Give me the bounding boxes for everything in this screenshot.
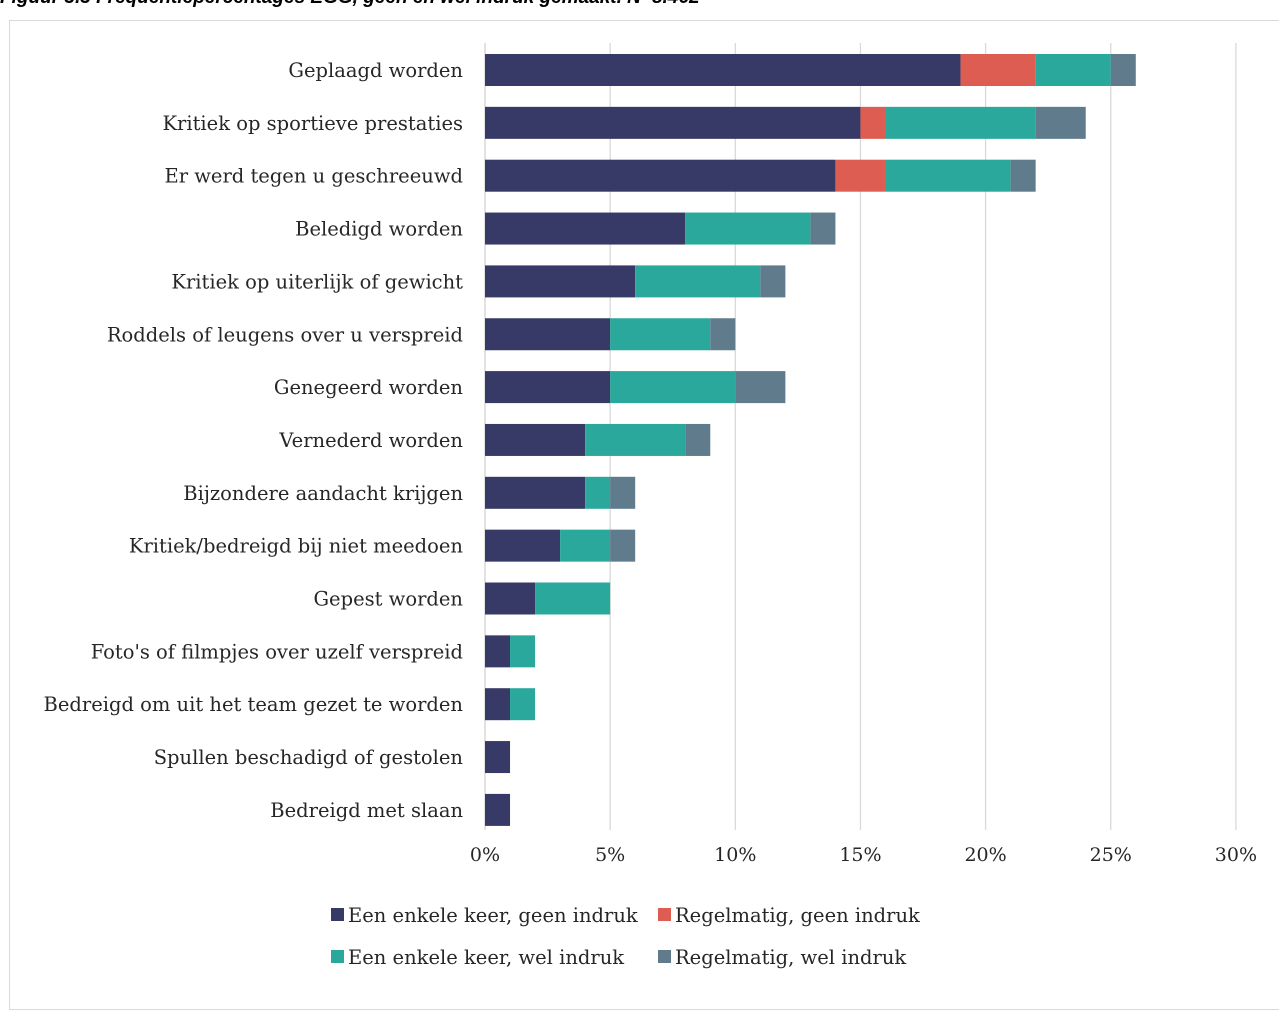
legend-item-4: Regelmatig, wel indruk [658, 946, 906, 969]
category-label: Beledigd worden [295, 218, 463, 241]
x-tick-label: 10% [714, 844, 756, 866]
category-label: Geplaagd worden [288, 59, 463, 82]
bar-13-series-1 [485, 688, 511, 721]
bar-8-series-4 [685, 423, 711, 456]
legend-swatch [658, 908, 671, 921]
bar-9-series-4 [610, 476, 636, 509]
bar-4-series-3 [685, 212, 811, 245]
bar-7-series-4 [735, 371, 786, 404]
bar-3-series-4 [1010, 159, 1036, 192]
bar-5-series-1 [485, 265, 636, 298]
bar-11-series-3 [535, 582, 611, 615]
bar-2-series-2 [860, 106, 886, 139]
bar-6-series-3 [610, 318, 711, 351]
bar-8-series-3 [585, 423, 686, 456]
legend-label: Een enkele keer, wel indruk [348, 946, 624, 969]
category-label: Er werd tegen u geschreeuwd [164, 165, 463, 188]
bars [485, 54, 1136, 826]
x-tick-label: 25% [1090, 844, 1132, 866]
bar-10-series-3 [560, 529, 611, 562]
bar-7-series-1 [485, 371, 611, 404]
bar-2-series-3 [885, 106, 1036, 139]
bar-3-series-1 [485, 159, 836, 192]
category-label: Kritiek op sportieve prestaties [162, 112, 463, 135]
legend-item-2: Regelmatig, geen indruk [658, 904, 920, 927]
category-label: Gepest worden [313, 588, 463, 611]
figure-title: Figuur 3.3 Frequentiepercentages EGG, ge… [0, 0, 700, 9]
bar-6-series-1 [485, 318, 611, 351]
bar-1-series-4 [1110, 54, 1136, 86]
bar-5-series-3 [635, 265, 761, 298]
bar-1-series-3 [1035, 54, 1111, 86]
bar-15-series-1 [485, 793, 511, 826]
x-tick-label: 30% [1215, 844, 1257, 866]
category-label: Genegeerd worden [274, 376, 464, 399]
bar-8-series-1 [485, 423, 586, 456]
bar-9-series-3 [585, 476, 611, 509]
stacked-bar-chart: Geplaagd worden Kritiek op sportieve pres… [44, 43, 1257, 969]
legend-item-3: Een enkele keer, wel indruk [331, 946, 624, 969]
bar-13-series-3 [510, 688, 536, 721]
category-label: Vernederd worden [278, 429, 463, 452]
bar-1-series-2 [960, 54, 1036, 86]
bar-9-series-1 [485, 476, 586, 509]
bar-6-series-4 [710, 318, 736, 351]
bar-11-series-1 [485, 582, 536, 615]
x-tick-label: 20% [964, 844, 1006, 866]
legend-swatch [331, 950, 344, 963]
bar-5-series-4 [760, 265, 786, 298]
x-tick-label: 0% [470, 844, 500, 866]
bar-10-series-1 [485, 529, 561, 562]
category-label: Kritiek op uiterlijk of gewicht [171, 270, 463, 293]
legend-item-1: Een enkele keer, geen indruk [331, 904, 638, 927]
bar-12-series-3 [510, 635, 536, 668]
category-label: Kritiek/bedreigd bij niet meedoen [129, 535, 464, 558]
bar-10-series-4 [610, 529, 636, 562]
x-tick-label: 5% [595, 844, 625, 866]
bar-2-series-1 [485, 106, 861, 139]
x-tick-labels: 0% 5% 10% 15% 20% 25% 30% [470, 844, 1257, 866]
category-label: Foto's of filmpjes over uzelf verspreid [91, 640, 463, 663]
bar-3-series-3 [885, 159, 1011, 192]
category-label: Bedreigd om uit het team gezet te worden [44, 693, 464, 716]
legend-swatch [658, 950, 671, 963]
bar-12-series-1 [485, 635, 511, 668]
category-labels: Geplaagd worden Kritiek op sportieve pres… [44, 59, 464, 822]
legend-label: Regelmatig, geen indruk [675, 904, 920, 927]
bar-7-series-3 [610, 371, 736, 404]
legend: Een enkele keer, geen indruk Regelmatig, … [331, 904, 920, 969]
category-label: Spullen beschadigd of gestolen [154, 746, 464, 769]
bar-3-series-2 [835, 159, 886, 192]
category-label: Bedreigd met slaan [270, 799, 463, 822]
category-label: Roddels of leugens over u verspreid [107, 323, 463, 346]
bar-2-series-4 [1035, 106, 1086, 139]
legend-swatch [331, 908, 344, 921]
bar-1-series-1 [485, 54, 961, 86]
bar-4-series-1 [485, 212, 686, 245]
bar-14-series-1 [485, 741, 511, 774]
legend-label: Een enkele keer, geen indruk [348, 904, 638, 927]
bar-4-series-4 [810, 212, 836, 245]
legend-label: Regelmatig, wel indruk [675, 946, 906, 969]
category-label: Bijzondere aandacht krijgen [183, 482, 463, 505]
x-tick-label: 15% [839, 844, 881, 866]
